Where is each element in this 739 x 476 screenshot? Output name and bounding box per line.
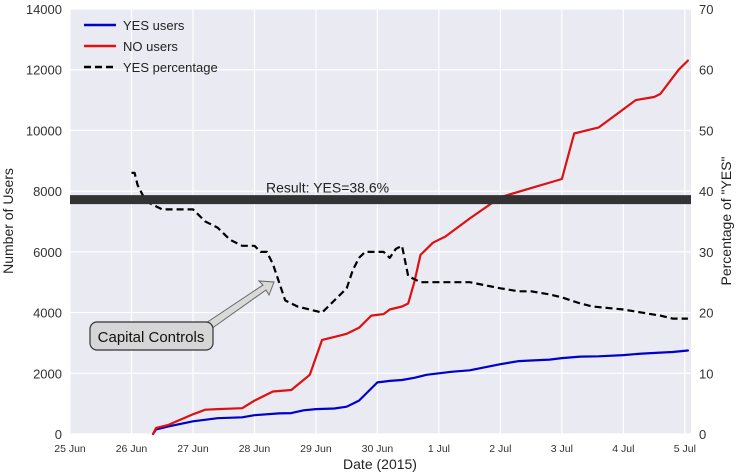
series-line-yes-percentage (131, 171, 688, 320)
x-tick-label: 3 Jul (551, 443, 573, 455)
y-left-tick-label: 10000 (26, 123, 62, 138)
y-left-tick-label: 0 (55, 427, 62, 442)
reference-line-group: Result: YES=38.6% (70, 180, 691, 205)
y-right-tick-label: 10 (699, 366, 713, 381)
y-right-tick-label: 40 (699, 184, 713, 199)
x-tick-label: 25 Jun (54, 443, 86, 455)
legend-label: YES users (123, 18, 185, 33)
y-axis-left-title: Number of Users (0, 168, 16, 274)
y-right-tick-label: 30 (699, 245, 713, 260)
y-right-tick-label: 20 (699, 306, 713, 321)
axis-tick-labels: 25 Jun 26 Jun 27 Jun 28 Jun 29 Jun 30 Jun 1 Ju… (26, 2, 714, 455)
y-right-tick-label: 50 (699, 123, 713, 138)
x-tick-label: 26 Jun (116, 443, 148, 455)
x-tick-label: 2 Jul (489, 443, 511, 455)
plot-area (70, 9, 691, 434)
x-tick-label: 4 Jul (612, 443, 634, 455)
legend-label: NO users (123, 39, 178, 54)
x-tick-label: 28 Jun (239, 443, 271, 455)
annotation-group: Capital Controls (89, 280, 275, 351)
x-tick-label: 5 Jul (674, 443, 696, 455)
result-reference-label: Result: YES=38.6% (266, 180, 389, 196)
series-line-yes-users (151, 349, 689, 436)
x-tick-label: 30 Jun (362, 443, 394, 455)
x-axis-title: Date (2015) (343, 456, 417, 472)
y-left-tick-label: 4000 (33, 306, 62, 321)
series-line-no-users (151, 59, 689, 436)
legend: YES users NO users YES percentage (84, 18, 218, 75)
y-left-tick-label: 8000 (33, 184, 62, 199)
x-tick-label: 27 Jun (177, 443, 209, 455)
annotation-arrow (205, 280, 275, 330)
y-left-tick-label: 6000 (33, 245, 62, 260)
y-right-tick-label: 60 (699, 63, 713, 78)
series-layer (131, 59, 689, 436)
x-tick-label: 29 Jun (300, 443, 332, 455)
annotation-box (89, 321, 214, 351)
y-axis-right-title: Percentage of "YES" (718, 156, 734, 285)
y-left-tick-label: 14000 (26, 2, 62, 17)
annotation-label: Capital Controls (98, 329, 205, 346)
x-tick-label: 1 Jul (428, 443, 450, 455)
y-right-tick-label: 0 (699, 427, 706, 442)
y-left-tick-label: 12000 (26, 63, 62, 78)
y-left-tick-label: 2000 (33, 366, 62, 381)
legend-label: YES percentage (123, 60, 218, 75)
y-right-tick-label: 70 (699, 2, 713, 17)
